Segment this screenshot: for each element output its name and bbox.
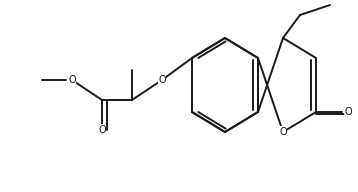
Text: O: O [98, 125, 106, 135]
Text: O: O [158, 75, 166, 85]
Text: O: O [68, 75, 76, 85]
Text: O: O [344, 107, 352, 117]
Text: O: O [279, 127, 287, 137]
